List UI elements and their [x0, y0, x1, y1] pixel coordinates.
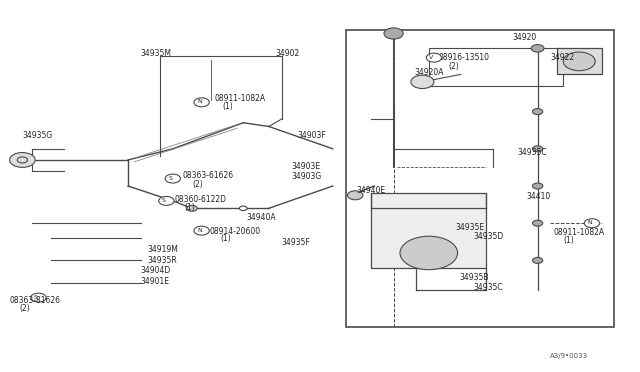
Text: 34903F: 34903F — [298, 131, 326, 140]
Text: 34903G: 34903G — [291, 172, 321, 181]
Text: 34935G: 34935G — [22, 131, 52, 140]
Text: 34935D: 34935D — [474, 232, 504, 241]
Text: (2): (2) — [19, 304, 30, 313]
Circle shape — [384, 28, 403, 39]
Text: 34902: 34902 — [275, 49, 300, 58]
Text: 08916-13510: 08916-13510 — [438, 53, 490, 62]
Text: 34904D: 34904D — [141, 266, 171, 275]
Text: 34901E: 34901E — [141, 277, 170, 286]
Bar — [429, 48, 563, 86]
Text: 34935C: 34935C — [517, 148, 547, 157]
Text: A3/9•0033: A3/9•0033 — [550, 353, 589, 359]
Text: 08363-61626: 08363-61626 — [182, 171, 234, 180]
Circle shape — [426, 53, 442, 62]
Circle shape — [400, 236, 458, 270]
Text: 34935E: 34935E — [456, 223, 485, 232]
Circle shape — [194, 226, 209, 235]
Text: (2): (2) — [192, 180, 203, 189]
Circle shape — [411, 75, 434, 89]
Text: 08911-1082A: 08911-1082A — [554, 228, 605, 237]
Bar — [346, 30, 614, 327]
Text: N: N — [197, 228, 202, 233]
Circle shape — [348, 191, 363, 200]
Circle shape — [239, 206, 247, 211]
Circle shape — [563, 52, 595, 71]
Circle shape — [532, 183, 543, 189]
Circle shape — [532, 257, 543, 263]
Text: S: S — [168, 176, 172, 181]
Text: 34410: 34410 — [527, 192, 551, 201]
Text: (2): (2) — [448, 62, 459, 71]
Circle shape — [531, 45, 544, 52]
Text: (1): (1) — [184, 203, 195, 212]
Text: 34920: 34920 — [512, 33, 536, 42]
Circle shape — [584, 219, 600, 228]
Text: 08363-81626: 08363-81626 — [10, 296, 61, 305]
Text: 34935C: 34935C — [474, 283, 503, 292]
Bar — [557, 48, 602, 74]
Circle shape — [31, 293, 46, 302]
Text: S: S — [34, 295, 38, 300]
Text: 34940E: 34940E — [356, 186, 386, 195]
Text: 08914-20600: 08914-20600 — [210, 227, 261, 236]
Text: 34919M: 34919M — [147, 246, 178, 254]
Text: 34935B: 34935B — [460, 273, 489, 282]
Text: S: S — [162, 198, 166, 203]
Text: 34920A: 34920A — [415, 68, 444, 77]
Text: 34935M: 34935M — [141, 49, 172, 58]
Circle shape — [532, 220, 543, 226]
Text: 08360-6122D: 08360-6122D — [174, 195, 226, 203]
Text: 34935F: 34935F — [282, 238, 310, 247]
Text: V: V — [429, 55, 434, 60]
Circle shape — [194, 98, 209, 107]
Circle shape — [159, 196, 174, 205]
Text: (1): (1) — [223, 102, 234, 110]
Text: 34935R: 34935R — [147, 256, 177, 265]
Circle shape — [187, 205, 197, 211]
Text: (1): (1) — [563, 236, 574, 245]
Text: (1): (1) — [220, 234, 231, 243]
Circle shape — [532, 146, 543, 152]
Text: 34940A: 34940A — [246, 213, 276, 222]
Circle shape — [165, 174, 180, 183]
Bar — [371, 193, 486, 268]
Circle shape — [10, 153, 35, 167]
Text: N: N — [197, 99, 202, 105]
Text: N: N — [588, 220, 592, 225]
Circle shape — [532, 109, 543, 115]
Text: 34922: 34922 — [550, 53, 575, 62]
Text: 34903E: 34903E — [291, 162, 321, 171]
Text: 08911-1082A: 08911-1082A — [214, 94, 266, 103]
